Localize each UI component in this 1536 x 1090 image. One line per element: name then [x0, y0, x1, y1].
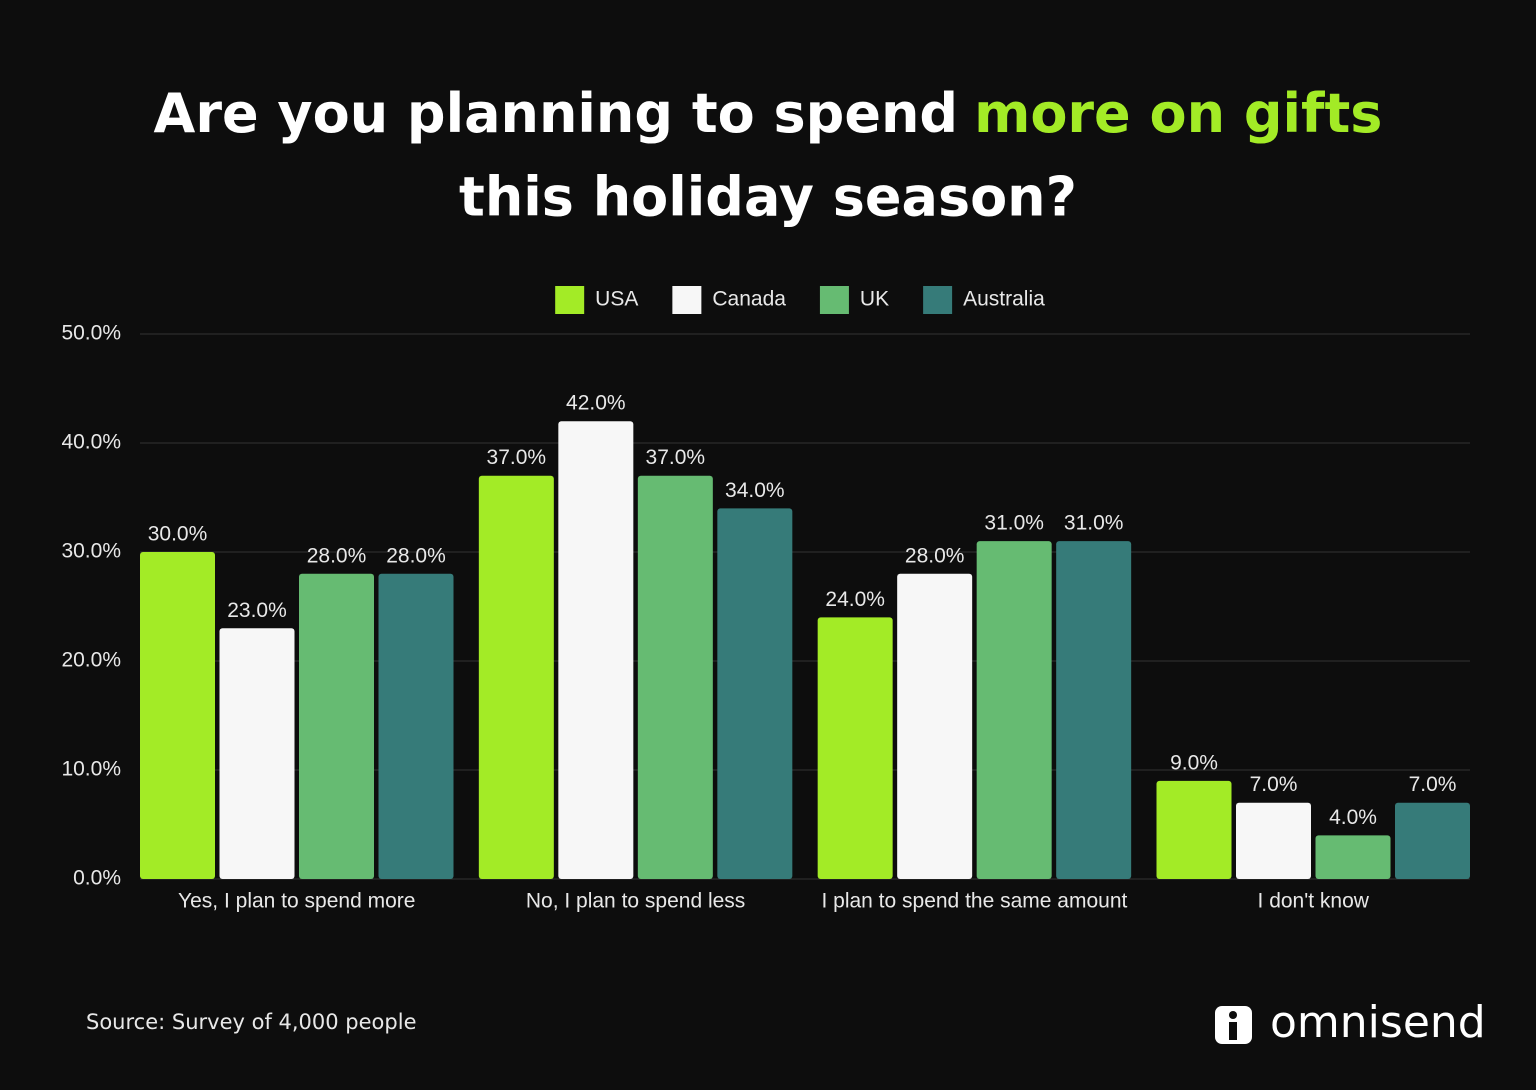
legend-label: UK	[860, 288, 889, 311]
legend-swatch	[672, 286, 702, 314]
bar	[1156, 780, 1232, 879]
value-label: 4.0%	[1329, 806, 1377, 829]
value-label: 31.0%	[984, 512, 1044, 535]
legend-swatch	[819, 286, 849, 314]
bar	[717, 508, 793, 879]
title-part: Are you planning to spend	[154, 82, 959, 145]
logo-icon-dot	[1229, 1011, 1237, 1019]
bar	[140, 552, 215, 879]
value-label: 31.0%	[1064, 512, 1124, 535]
y-tick-label: 40.0%	[61, 431, 121, 454]
x-tick-label: I plan to spend the same amount	[821, 890, 1127, 913]
legend-label: USA	[595, 288, 638, 311]
bar	[378, 573, 454, 879]
y-tick-label: 0.0%	[73, 867, 121, 890]
x-tick-label: Yes, I plan to spend more	[178, 890, 415, 913]
bar	[558, 421, 634, 879]
bar	[219, 628, 295, 879]
y-tick-label: 50.0%	[61, 322, 121, 345]
value-label: 7.0%	[1409, 773, 1457, 796]
source-note: Source: Survey of 4,000 people	[86, 1010, 417, 1034]
y-tick-label: 10.0%	[61, 758, 121, 781]
value-label: 24.0%	[825, 588, 885, 611]
value-label: 30.0%	[148, 523, 208, 546]
x-tick-label: No, I plan to spend less	[526, 890, 745, 913]
bar	[976, 541, 1052, 879]
bar	[1056, 541, 1132, 879]
bar	[299, 573, 374, 879]
bar	[478, 475, 554, 879]
value-label: 28.0%	[905, 544, 965, 567]
y-tick-label: 20.0%	[61, 649, 121, 672]
chart-title: Are you planning to spend more on gifts	[154, 82, 1383, 145]
y-tick-label: 30.0%	[61, 540, 121, 563]
legend-swatch	[923, 286, 953, 314]
bar	[817, 617, 893, 879]
brand-logo: omnisend	[1215, 997, 1486, 1048]
logo-icon-bar	[1229, 1022, 1237, 1040]
value-label: 28.0%	[307, 544, 367, 567]
value-label: 37.0%	[646, 446, 706, 469]
legend: USA Canada UK Australia	[555, 286, 1045, 314]
legend-label: Australia	[963, 288, 1045, 311]
brand-name: omnisend	[1270, 997, 1486, 1048]
bar	[637, 475, 713, 879]
bar	[1236, 802, 1311, 879]
bar	[1395, 802, 1470, 879]
x-tick-label: I don't know	[1258, 890, 1370, 913]
chart-title: this holiday season?	[459, 166, 1077, 229]
value-label: 34.0%	[725, 479, 785, 502]
title-highlight: more on gifts	[974, 82, 1382, 145]
legend-swatch	[555, 286, 585, 314]
value-label: 42.0%	[566, 392, 626, 415]
value-label: 9.0%	[1170, 751, 1218, 774]
legend-label: Canada	[712, 288, 786, 311]
bar	[1315, 835, 1391, 879]
value-label: 23.0%	[227, 599, 287, 622]
value-label: 7.0%	[1250, 773, 1298, 796]
value-label: 37.0%	[487, 446, 547, 469]
value-label: 28.0%	[386, 544, 446, 567]
bar	[897, 573, 973, 879]
